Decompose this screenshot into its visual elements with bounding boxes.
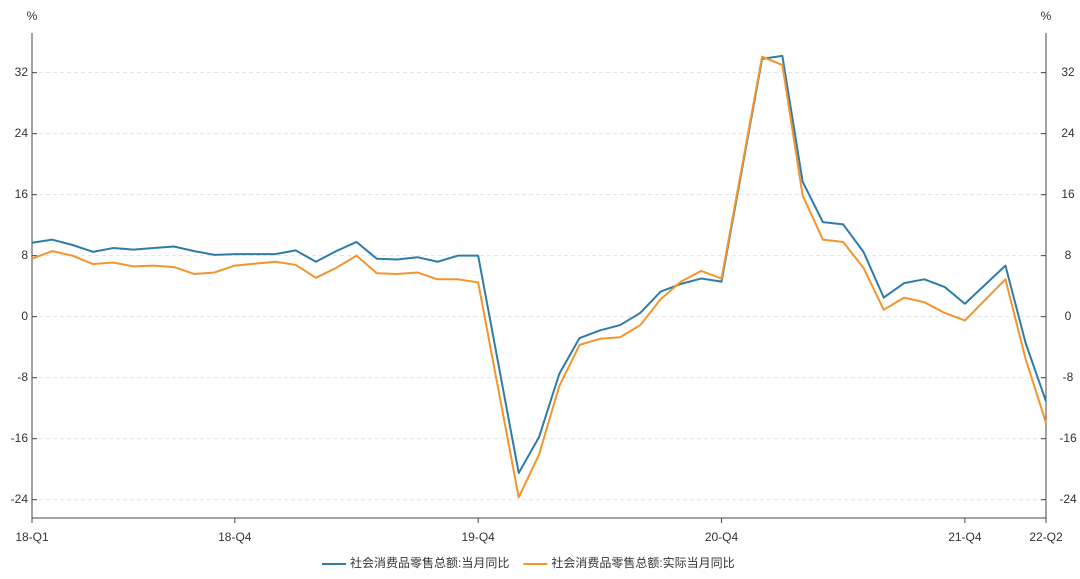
y-tick-label: 24 — [15, 126, 29, 140]
y-tick-label: -16 — [11, 431, 29, 445]
y2-tick-label: 24 — [1061, 126, 1075, 140]
x-tick-label: 18-Q1 — [15, 530, 49, 544]
x-tick-label: 19-Q4 — [461, 530, 495, 544]
y2-tick-label: -16 — [1059, 431, 1077, 445]
y2-tick-label: -8 — [1063, 370, 1074, 384]
y-tick-label: -8 — [17, 370, 28, 384]
y2-tick-label: 8 — [1065, 248, 1072, 262]
x-tick-label: 18-Q4 — [218, 530, 252, 544]
y2-tick-label: -24 — [1059, 492, 1077, 506]
legend-label: 社会消费品零售总额:当月同比 — [350, 555, 509, 570]
y-tick-label: 16 — [15, 187, 29, 201]
y-unit: % — [27, 9, 38, 23]
y2-unit: % — [1041, 9, 1052, 23]
line-series — [31, 55, 1047, 499]
y-tick-label: 32 — [15, 65, 29, 79]
y-tick-label: -24 — [11, 492, 29, 506]
y2-tick-label: 0 — [1065, 309, 1072, 323]
line-series — [31, 54, 1047, 475]
y2-tick-label: 32 — [1061, 65, 1075, 79]
x-tick-label: 21-Q4 — [948, 530, 982, 544]
legend-label: 社会消费品零售总额:实际当月同比 — [551, 555, 734, 570]
y-tick-label: 8 — [21, 248, 28, 262]
x-tick-label: 22-Q2 — [1029, 530, 1063, 544]
y2-tick-label: 16 — [1061, 187, 1075, 201]
x-tick-label: 20-Q4 — [705, 530, 739, 544]
y-tick-label: 0 — [21, 309, 28, 323]
